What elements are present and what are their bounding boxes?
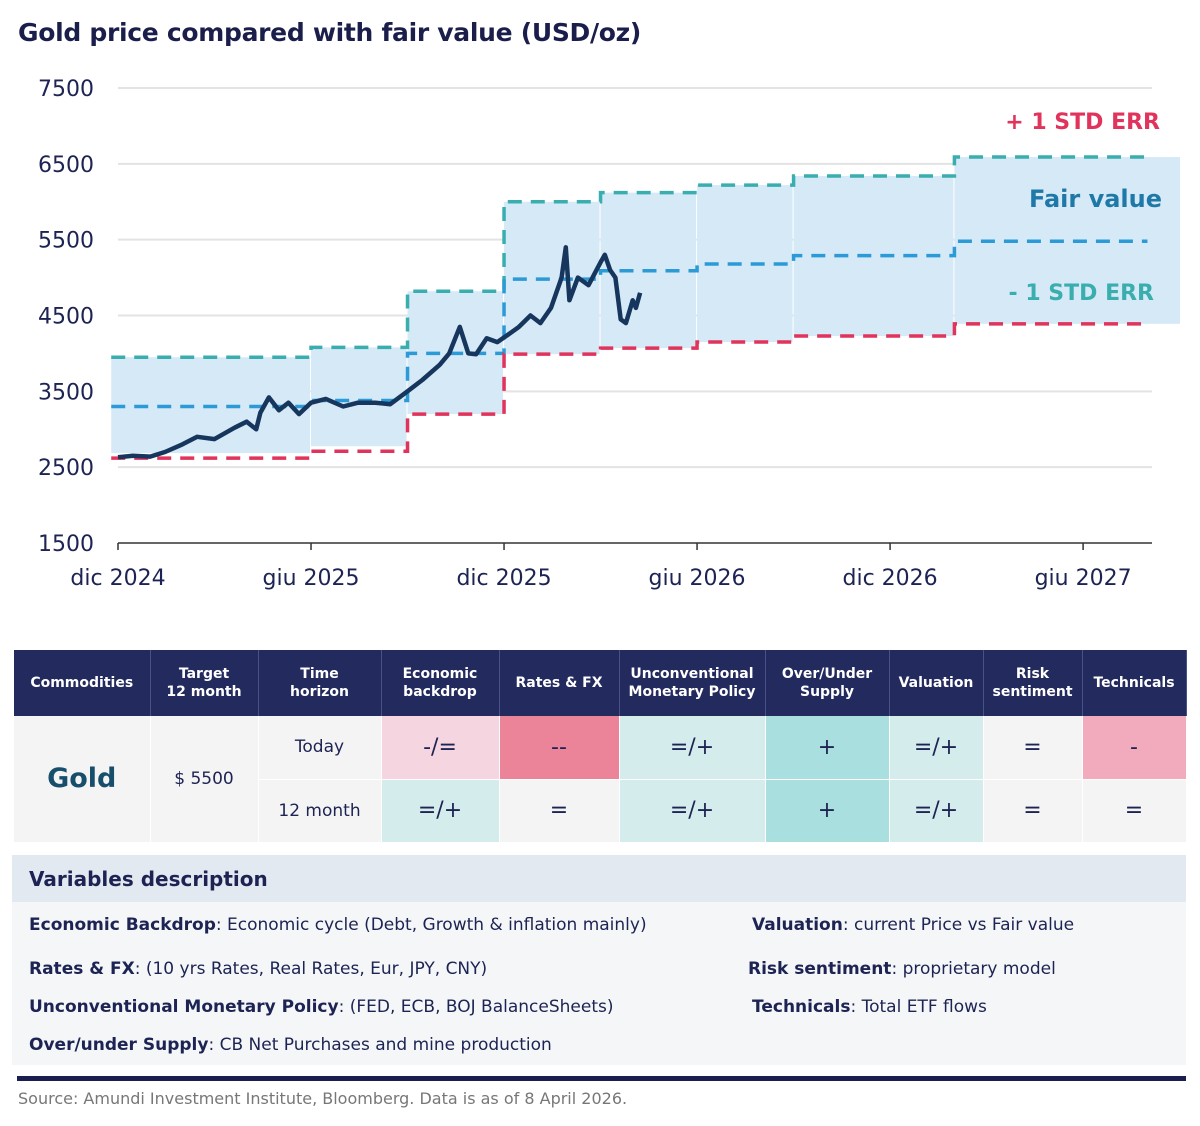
signal-cell: =/+	[619, 716, 766, 780]
description-key: Over/under Supply	[29, 1035, 209, 1055]
horizon-cell: 12 month	[258, 779, 382, 843]
y-tick-label: 1500	[38, 532, 94, 557]
signal-cell: =	[499, 779, 620, 843]
variables-description: Variables description Economic Backdrop:…	[12, 855, 1186, 1065]
divider	[17, 1076, 1186, 1081]
column-header: Technicals	[1082, 650, 1187, 716]
gold-price-line	[117, 245, 643, 460]
signal-cell: =/+	[889, 716, 984, 780]
x-tick-label: giu 2025	[263, 566, 360, 591]
y-tick-label: 5500	[38, 229, 94, 254]
column-header: Unconventional Monetary Policy	[619, 650, 766, 716]
description-title: Variables description	[12, 855, 1186, 902]
target-cell: $ 5500	[150, 716, 259, 843]
lower-std-err-label: - 1 STD ERR	[1009, 281, 1154, 306]
signal-cell: =	[983, 779, 1083, 843]
x-tick-label: dic 2025	[456, 566, 551, 591]
signal-cell: =/+	[381, 779, 500, 843]
column-header: Time horizon	[258, 650, 382, 716]
y-tick-label: 3500	[38, 380, 94, 405]
description-item: Valuation: current Price vs Fair value	[752, 915, 1074, 935]
fair-value-band	[311, 347, 407, 447]
description-item: Technicals: Total ETF flows	[752, 997, 987, 1017]
column-header: Commodities	[14, 650, 151, 716]
signals-table: Commodities Target 12 month Time horizon Econ…	[14, 650, 1187, 843]
description-value: : Economic cycle (Debt, Growth & inflati…	[215, 915, 647, 935]
description-key: Unconventional Monetary Policy	[29, 997, 339, 1017]
table-header-row: Commodities Target 12 month Time horizon Econ…	[14, 650, 1187, 716]
signal-cell: =/+	[619, 779, 766, 843]
column-header: Valuation	[889, 650, 984, 716]
column-header: Over/Under Supply	[765, 650, 890, 716]
upper-std-err-label: + 1 STD ERR	[1005, 110, 1160, 135]
description-item: Economic Backdrop: Economic cycle (Debt,…	[29, 915, 647, 935]
description-key: Risk sentiment	[748, 959, 892, 979]
horizon-cell: Today	[258, 716, 382, 780]
description-value: : (10 yrs Rates, Real Rates, Eur, JPY, C…	[134, 959, 488, 979]
description-value: : current Price vs Fair value	[842, 915, 1075, 935]
column-header: Risk sentiment	[983, 650, 1083, 716]
x-tick-label: dic 2024	[70, 566, 165, 591]
x-tick-label: dic 2026	[843, 566, 938, 591]
signal-cell: +	[765, 716, 890, 780]
signal-cell: -	[1082, 716, 1187, 780]
y-tick-label: 7500	[38, 77, 94, 102]
description-item: Risk sentiment: proprietary model	[748, 959, 1056, 979]
table-row: Gold $ 5500 Today -/= -- =/+ + =/+ = -	[14, 716, 1187, 843]
description-value: : (FED, ECB, BOJ BalanceSheets)	[338, 997, 614, 1017]
signal-cell: -/=	[381, 716, 500, 780]
source-note: Source: Amundi Investment Institute, Blo…	[18, 1089, 628, 1108]
description-item: Rates & FX: (10 yrs Rates, Real Rates, E…	[29, 959, 487, 979]
table-row: 12 month =/+ = =/+ + =/+ = =	[14, 779, 1187, 843]
signal-cell: --	[499, 716, 620, 780]
description-key: Economic Backdrop	[29, 915, 216, 935]
description-value: : CB Net Purchases and mine production	[208, 1035, 552, 1055]
x-tick-label: giu 2027	[1035, 566, 1132, 591]
signal-cell: =	[983, 716, 1083, 780]
column-header: Rates & FX	[499, 650, 620, 716]
signal-cell: =	[1082, 779, 1187, 843]
description-key: Valuation	[752, 915, 843, 935]
description-item: Over/under Supply: CB Net Purchases and …	[29, 1035, 552, 1055]
column-header: Economic backdrop	[381, 650, 500, 716]
y-tick-label: 2500	[38, 456, 94, 481]
description-item: Unconventional Monetary Policy: (FED, EC…	[29, 997, 613, 1017]
gold-chart: 7500 6500 5500 4500 3500 2500 1500 dic 2024 giu …	[38, 77, 1180, 591]
fair-value-label: Fair value	[1029, 185, 1162, 213]
description-key: Technicals	[752, 997, 851, 1017]
signal-cell: +	[765, 779, 890, 843]
y-tick-label: 6500	[38, 153, 94, 178]
signal-cell: =/+	[889, 779, 984, 843]
description-value: : proprietary model	[891, 959, 1056, 979]
description-value: : Total ETF flows	[850, 997, 987, 1017]
fair-value-line	[111, 239, 1148, 409]
column-header: Target 12 month	[150, 650, 259, 716]
description-key: Rates & FX	[29, 959, 135, 979]
y-tick-label: 4500	[38, 305, 94, 330]
chart-title: Gold price compared with fair value (USD…	[18, 18, 642, 47]
x-tick-label: giu 2026	[649, 566, 746, 591]
lower-std-err-line	[111, 322, 1148, 460]
upper-std-err-line	[111, 155, 1148, 359]
commodity-cell: Gold	[14, 716, 151, 843]
